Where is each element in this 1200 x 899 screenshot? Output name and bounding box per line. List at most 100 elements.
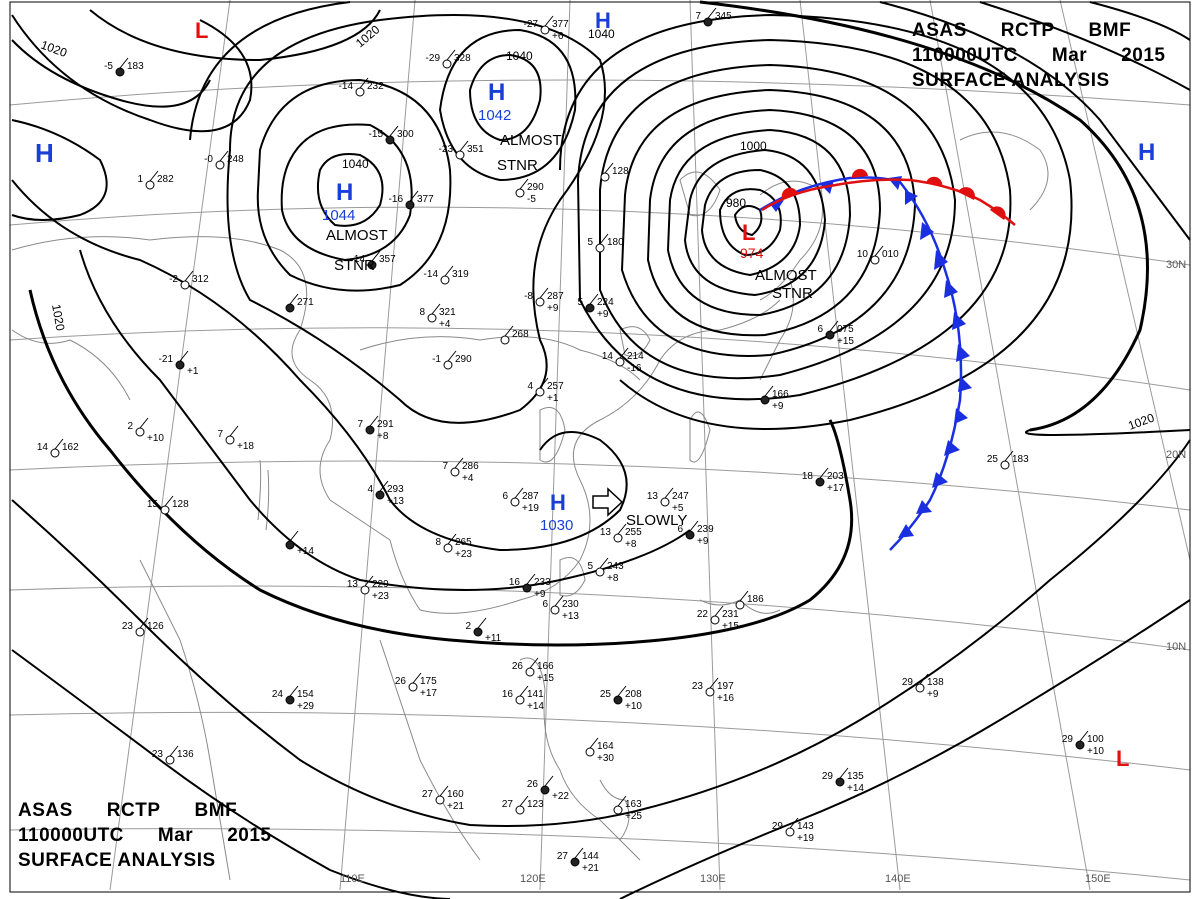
station-circle-icon — [135, 627, 145, 637]
wind-barb-icon — [709, 677, 719, 689]
station-pressure: 203 — [827, 471, 844, 482]
wind-barb-icon — [439, 785, 449, 797]
station-circle-icon — [443, 360, 453, 370]
station-plot: 4 257+1 — [527, 377, 564, 404]
station-pressure: 351 — [467, 144, 484, 155]
station-plot: 10 010 — [857, 245, 899, 265]
station-plot: 14 162 — [37, 438, 79, 458]
station-plot: 8 321+4 — [419, 303, 456, 330]
station-pressure: 010 — [882, 249, 899, 260]
station-plot: 26 +22 — [527, 775, 569, 802]
station-plot: 26 166+15 — [512, 657, 554, 684]
wind-barb-icon — [371, 250, 381, 262]
station-plot: -15 300 — [369, 125, 414, 145]
station-circle-icon — [705, 687, 715, 697]
wind-barb-icon — [574, 847, 584, 859]
station-pressure: 164 — [597, 741, 614, 752]
station-pressure: 233 — [534, 577, 551, 588]
station-plot: 29 138+9 — [902, 673, 944, 700]
station-pressure: 075 — [837, 324, 854, 335]
header-time: 110000UTC — [912, 45, 1018, 66]
cold-front — [759, 176, 972, 551]
wind-barb-icon — [539, 377, 549, 389]
wind-barb-icon — [764, 385, 774, 397]
station-plot: 13 247+5 — [647, 487, 689, 514]
wind-barb-icon — [477, 617, 487, 629]
high-marker: H — [595, 8, 611, 33]
station-tendency: +29 — [297, 701, 314, 712]
station-circle-icon — [285, 303, 295, 313]
station-plot: 1 282 — [137, 170, 174, 190]
station-tendency: -16 — [627, 363, 642, 374]
header-time: 110000UTC — [18, 825, 124, 846]
wind-barb-icon — [619, 347, 629, 359]
station-temp: 6 — [502, 491, 508, 502]
station-circle-icon — [473, 627, 483, 637]
header-month: Mar — [1051, 45, 1088, 66]
station-plot: 16 233+9 — [509, 573, 551, 600]
station-plot: 29 135+14 — [822, 767, 864, 794]
wind-barb-icon — [1079, 730, 1089, 742]
station-temp: 6 — [677, 524, 683, 535]
wind-barb-icon — [617, 685, 627, 697]
station-plot: -2 312 — [169, 270, 209, 290]
station-pressure: 345 — [715, 11, 732, 22]
station-circle-icon — [613, 805, 623, 815]
header-title: SURFACE ANALYSIS — [18, 850, 216, 871]
station-temp: 14 — [37, 442, 49, 453]
station-pressure: 230 — [562, 599, 579, 610]
note-line: STNR — [497, 157, 538, 174]
wind-barb-icon — [289, 530, 299, 542]
station-tendency: +14 — [527, 701, 544, 712]
station-tendency: +9 — [927, 689, 939, 700]
note-line: STNR — [334, 257, 375, 274]
station-pressure: 186 — [747, 594, 764, 605]
station-pressure: 166 — [772, 389, 789, 400]
station-circle-icon — [165, 755, 175, 765]
station-circle-icon — [515, 805, 525, 815]
station-tendency: +8 — [625, 539, 637, 550]
station-circle-icon — [613, 695, 623, 705]
station-temp: 15 — [147, 499, 159, 510]
wind-barb-icon — [431, 303, 441, 315]
station-tendency: +14 — [297, 546, 314, 557]
station-plot: 29 100+10 — [1062, 730, 1104, 757]
wind-barb-icon — [519, 795, 529, 807]
longitude-label: 140E — [885, 873, 911, 885]
warm-front — [761, 168, 1016, 226]
station-circle-icon — [427, 313, 437, 323]
station-temp: 25 — [987, 454, 999, 465]
high-marker-value: 1042 — [478, 107, 511, 124]
station-plot: -23 351 — [439, 140, 484, 160]
station-circle-icon — [585, 303, 595, 313]
station-circle-icon — [540, 25, 550, 35]
station-glyphs: -5 183-29 328-27 377+67 345-14 232-0 248-15 300… — [37, 7, 1104, 874]
station-tendency: +16 — [717, 693, 734, 704]
station-temp: 7 — [357, 419, 363, 430]
station-pressure: 247 — [672, 491, 689, 502]
station-plot: 29 143+19 — [772, 817, 814, 844]
station-pressure: 265 — [455, 537, 472, 548]
longitude-label: 130E — [700, 873, 726, 885]
station-temp: 8 — [419, 307, 425, 318]
station-tendency: -5 — [527, 194, 536, 205]
longitude-label: 150E — [1085, 873, 1111, 885]
station-plot: 27 144+21 — [557, 847, 599, 874]
station-plot: 5 180 — [587, 233, 624, 253]
movement-arrow-icon — [592, 487, 624, 517]
station-circle-icon — [835, 777, 845, 787]
station-temp: 29 — [1062, 734, 1074, 745]
station-plot: 24 154+29 — [272, 685, 314, 712]
station-tendency: +19 — [522, 503, 539, 514]
station-plot: -5 183 — [104, 57, 144, 77]
station-circle-icon — [360, 585, 370, 595]
station-circle-icon — [613, 533, 623, 543]
station-circle-icon — [522, 583, 532, 593]
wind-barb-icon — [617, 523, 627, 535]
station-plot: 6 230+13 — [542, 595, 579, 622]
isobar-label: 1040 — [588, 27, 615, 41]
wind-barb-icon — [519, 178, 529, 190]
wind-barb-icon — [447, 350, 457, 362]
station-pressure: 312 — [192, 274, 209, 285]
isobar-label: 1020 — [353, 22, 383, 50]
